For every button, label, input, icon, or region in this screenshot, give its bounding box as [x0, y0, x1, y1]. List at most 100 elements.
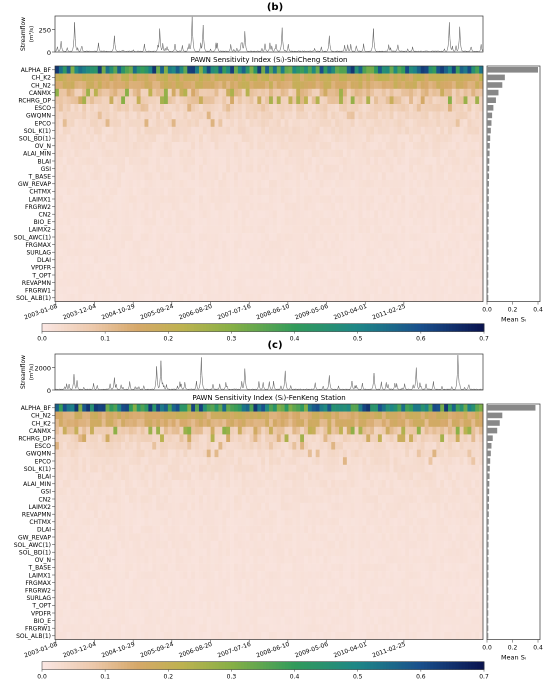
heatmap-cell [436, 480, 441, 488]
heatmap-cell [222, 96, 227, 105]
heatmap-cell [311, 271, 316, 279]
colorbar-segment [70, 323, 74, 332]
heatmap-cell [432, 149, 437, 158]
heatmap-cell [121, 126, 126, 135]
heatmap-cell [300, 111, 305, 120]
heatmap-cell [440, 172, 445, 181]
heatmap-cell [62, 149, 67, 158]
heatmap-cell [319, 426, 324, 435]
heatmap-cell [475, 172, 480, 181]
heatmap-cell [183, 202, 188, 211]
heatmap-cell [125, 487, 130, 496]
heatmap-cell [292, 480, 297, 488]
heatmap-cell [62, 96, 67, 105]
heatmap-cell [93, 411, 99, 420]
heatmap-cell [202, 73, 208, 82]
heatmap-cell [432, 96, 437, 105]
heatmap-cell [385, 195, 390, 203]
heatmap-cell [284, 172, 289, 181]
heatmap-cell [179, 187, 184, 196]
colorbar-tick-label: 0.0 [37, 336, 47, 343]
parameter-label: CANMX [29, 428, 51, 435]
heatmap-cell [385, 126, 390, 135]
heatmap-cell [101, 294, 106, 302]
heatmap-cell [412, 404, 418, 412]
heatmap-cell [327, 464, 332, 473]
heatmap-cell [265, 225, 270, 234]
heatmap-cell [175, 66, 180, 74]
heatmap-cell [440, 240, 445, 249]
heatmap-cell [272, 240, 278, 249]
heatmap-cell [144, 172, 149, 181]
heatmap-cell [97, 202, 102, 211]
heatmap-cell [311, 96, 316, 105]
heatmap-cell [424, 210, 429, 219]
heatmap-cell [304, 404, 309, 412]
heatmap-cell [374, 263, 379, 272]
heatmap-cell [420, 457, 425, 465]
heatmap-cell [109, 434, 114, 443]
heatmap-cell [179, 457, 184, 465]
heatmap-cell [416, 278, 422, 287]
heatmap-cell [405, 119, 410, 127]
heatmap-cell [327, 411, 332, 420]
heatmap-cell [272, 172, 278, 181]
heatmap-cell [436, 210, 441, 219]
heatmap-cell [249, 263, 254, 272]
heatmap-cell [171, 263, 176, 272]
heatmap-cell [428, 472, 433, 481]
heatmap-cell [117, 157, 122, 165]
heatmap-cell [405, 233, 410, 241]
heatmap-cell [226, 404, 231, 412]
heatmap-cell [233, 66, 239, 74]
heatmap-cell [175, 218, 180, 226]
heatmap-cell [401, 449, 406, 458]
heatmap-cell [198, 442, 204, 450]
heatmap-cell [175, 278, 180, 287]
heatmap-cell [167, 180, 173, 188]
heatmap-cell [214, 233, 219, 241]
heatmap-cell [202, 96, 208, 105]
heatmap-cell [459, 256, 464, 264]
heatmap-cell [78, 464, 83, 473]
heatmap-cell [463, 225, 468, 234]
heatmap-cell [300, 126, 305, 135]
heatmap-cell [358, 195, 363, 203]
heatmap-cell [284, 88, 289, 97]
heatmap-cell [358, 111, 363, 120]
heatmap-cell [206, 164, 211, 173]
heatmap-cell [381, 81, 387, 89]
heatmap-cell [128, 225, 134, 234]
heatmap-cell [253, 119, 258, 127]
heatmap-cell [416, 404, 422, 412]
heatmap-cell [440, 225, 445, 234]
heatmap-cell [323, 180, 328, 188]
heatmap-cell [261, 187, 266, 196]
heatmap-cell [339, 225, 344, 234]
heatmap-cell [249, 111, 254, 120]
heatmap-cell [362, 164, 367, 173]
heatmap-cell [140, 111, 145, 120]
heatmap-cell [191, 278, 196, 287]
heatmap-cell [132, 218, 138, 226]
heatmap-cell [257, 434, 262, 443]
heatmap-cell [393, 411, 398, 420]
colorbar-segment [480, 323, 485, 332]
parameter-label: SOL_ALB(1) [16, 295, 51, 302]
heatmap-cell [389, 404, 394, 412]
heatmap-cell [377, 172, 383, 181]
heatmap-cell [117, 126, 122, 135]
heatmap-cell [132, 248, 138, 257]
heatmap-cell [370, 480, 375, 488]
heatmap-cell [237, 472, 243, 481]
heatmap-cell [296, 88, 301, 97]
heatmap-cell [175, 457, 180, 465]
heatmap-cell [160, 157, 165, 165]
heatmap-cell [55, 180, 60, 188]
heatmap-cell [105, 88, 110, 97]
heatmap-cell [257, 286, 262, 295]
heatmap-cell [420, 180, 425, 188]
heatmap-cell [121, 472, 126, 481]
heatmap-cell [315, 240, 320, 249]
heatmap-cell [459, 111, 464, 120]
